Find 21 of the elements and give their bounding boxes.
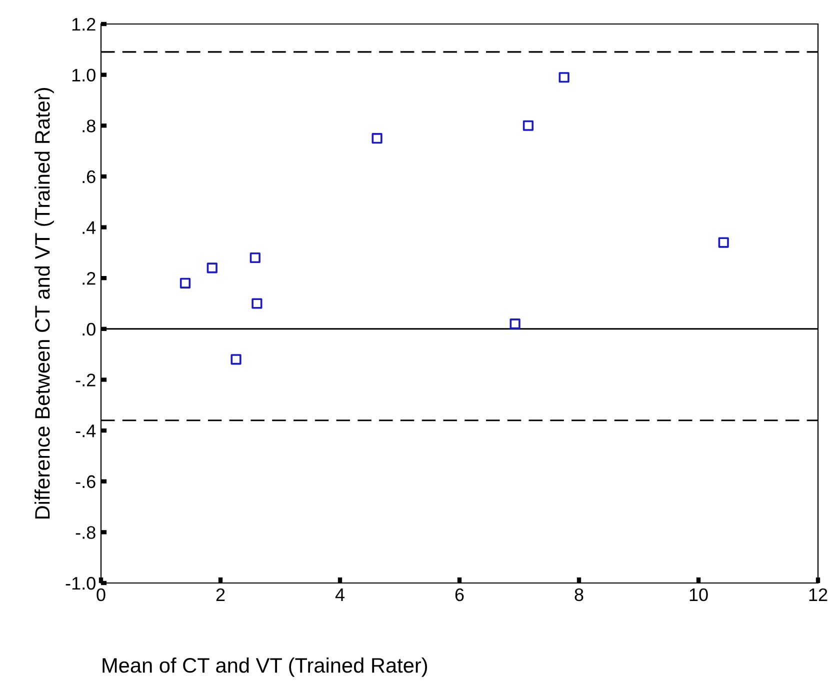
y-tick-label: 1.0 xyxy=(72,68,96,82)
y-tick-label: -.4 xyxy=(76,424,96,438)
y-tick-label: -.8 xyxy=(76,526,96,539)
y-tick-label: 1.2 xyxy=(72,18,96,31)
x-axis-title: Mean of CT and VT (Trained Rater) xyxy=(102,657,428,677)
y-tick-label: .6 xyxy=(82,170,96,184)
y-tick-label: -1.0 xyxy=(66,576,96,590)
y-tick-label: .0 xyxy=(82,322,96,336)
x-tick-label: 12 xyxy=(809,588,828,601)
y-tick-label: .8 xyxy=(82,120,96,132)
x-tick-label: 4 xyxy=(335,588,344,601)
y-tick-label: .2 xyxy=(82,272,96,285)
x-tick-label: 10 xyxy=(690,588,708,602)
x-tick-label: 2 xyxy=(216,588,225,601)
y-axis-title: Difference Between CT and VT (Trained Rater) xyxy=(34,88,54,519)
x-tick-label: 0 xyxy=(96,588,106,602)
y-tick-label: .4 xyxy=(82,221,96,234)
y-tick-label: -.2 xyxy=(76,374,96,386)
y-tick-label: -.6 xyxy=(76,475,96,488)
x-tick-label: 6 xyxy=(455,588,464,602)
x-tick-label: 8 xyxy=(574,588,584,602)
